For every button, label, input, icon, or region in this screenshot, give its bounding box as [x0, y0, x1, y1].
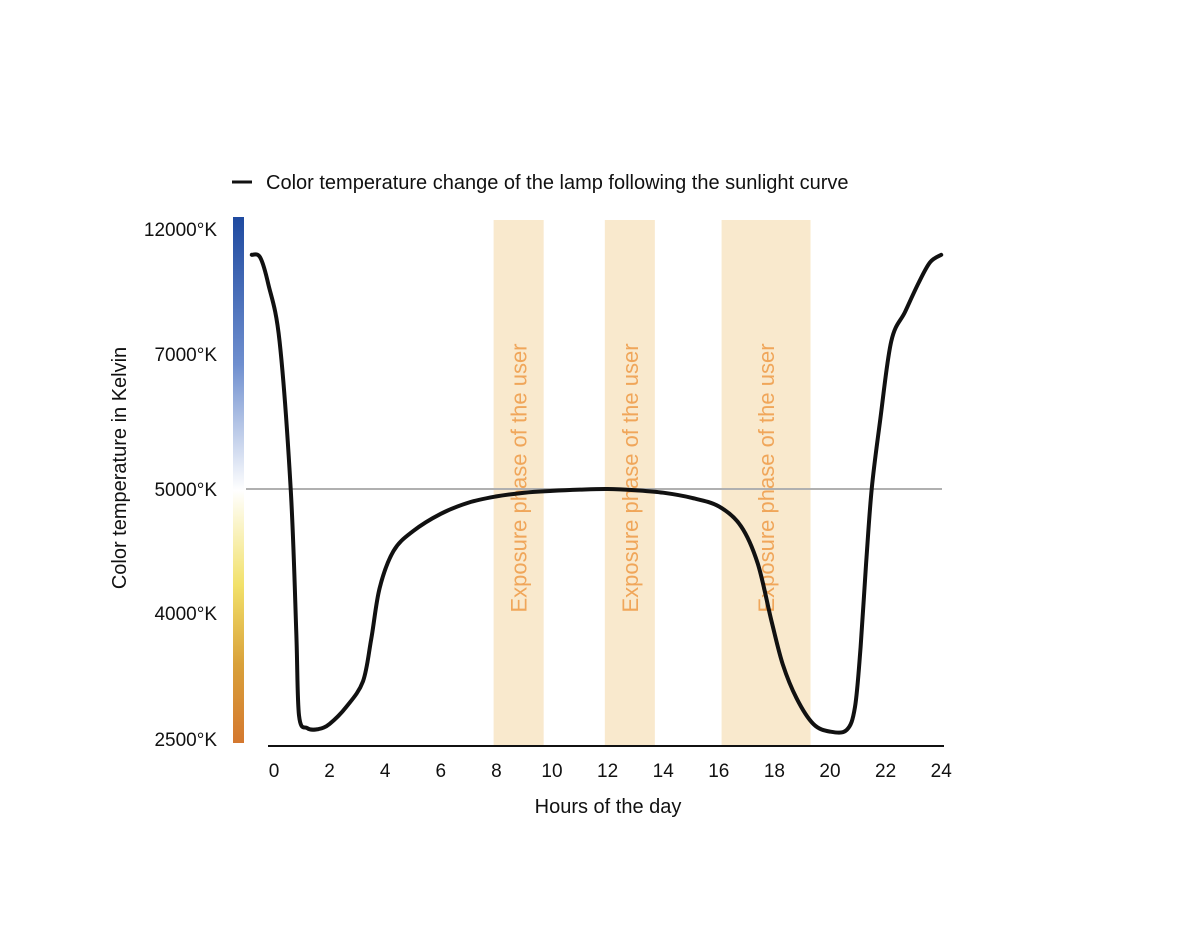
x-tick-label: 12: [597, 761, 618, 782]
exposure-band-label-1: Exposure phase of the user: [507, 343, 532, 612]
y-tick-labels: 12000°K 7000°K 5000°K 4000°K 2500°K: [144, 220, 217, 751]
legend-label: Color temperature change of the lamp fol…: [266, 172, 849, 194]
temperature-scale-bar: [233, 217, 244, 743]
exposure-band-2: [604, 220, 655, 746]
y-tick-label: 4000°K: [154, 604, 217, 625]
y-tick-label: 7000°K: [154, 345, 217, 366]
exposure-band-1: [493, 220, 544, 746]
x-tick-label: 18: [764, 761, 785, 782]
x-axis-title: Hours of the day: [535, 796, 682, 818]
series-line: [249, 252, 944, 735]
exposure-bands: Exposure phase of the user Exposure phase…: [493, 220, 811, 746]
y-tick-label: 2500°K: [154, 730, 217, 751]
y-tick-label: 12000°K: [144, 220, 217, 241]
x-tick-label: 2: [324, 761, 335, 782]
legend: Color temperature change of the lamp fol…: [232, 172, 849, 194]
exposure-band-label-3: Exposure phase of the user: [754, 343, 779, 612]
x-tick-label: 8: [491, 761, 502, 782]
exposure-band-label-2: Exposure phase of the user: [618, 343, 643, 612]
x-tick-label: 16: [708, 761, 729, 782]
x-tick-label: 14: [653, 761, 675, 782]
x-tick-labels: 0 2 4 6 8 10 12 14 16 18 20 22 24: [269, 761, 952, 782]
x-tick-label: 20: [819, 761, 840, 782]
x-tick-label: 6: [436, 761, 447, 782]
y-axis-title: Color temperature in Kelvin: [109, 347, 131, 589]
y-tick-label: 5000°K: [154, 480, 217, 501]
exposure-band-3: [721, 220, 811, 746]
x-tick-label: 4: [380, 761, 391, 782]
x-tick-label: 22: [875, 761, 896, 782]
x-tick-label: 0: [269, 761, 280, 782]
x-tick-label: 10: [541, 761, 562, 782]
x-tick-label: 24: [931, 761, 953, 782]
